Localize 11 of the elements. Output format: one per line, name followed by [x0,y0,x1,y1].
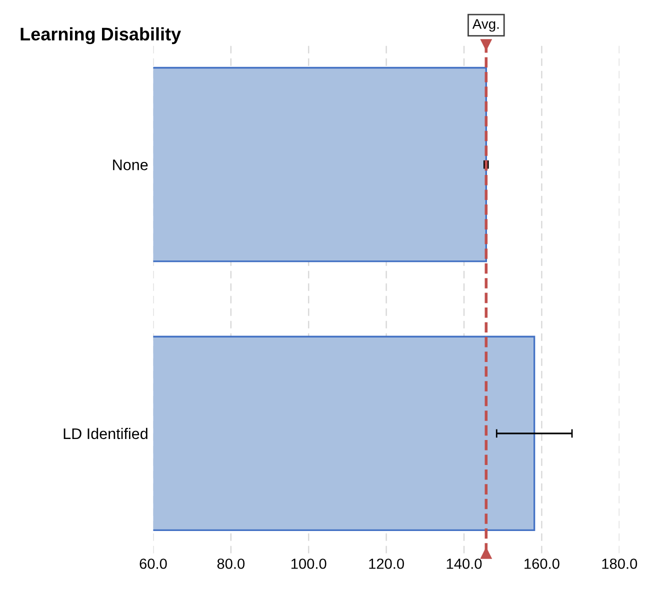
y-tick-label: LD Identified [64,428,148,440]
x-tick-label: 100.0 [291,558,326,569]
x-tick-label: 140.0 [446,558,482,569]
x-tick-label: 120.0 [369,558,404,569]
ref-line-label: Avg. [472,19,499,32]
chart-title: Learning Disability [20,27,181,44]
y-tick-label: None [113,160,148,170]
x-tick-label: 160.0 [524,558,560,569]
x-tick-label: 60.0 [140,558,167,569]
x-tick-label: 180.0 [602,558,638,569]
x-tick-label: 80.0 [217,558,245,569]
